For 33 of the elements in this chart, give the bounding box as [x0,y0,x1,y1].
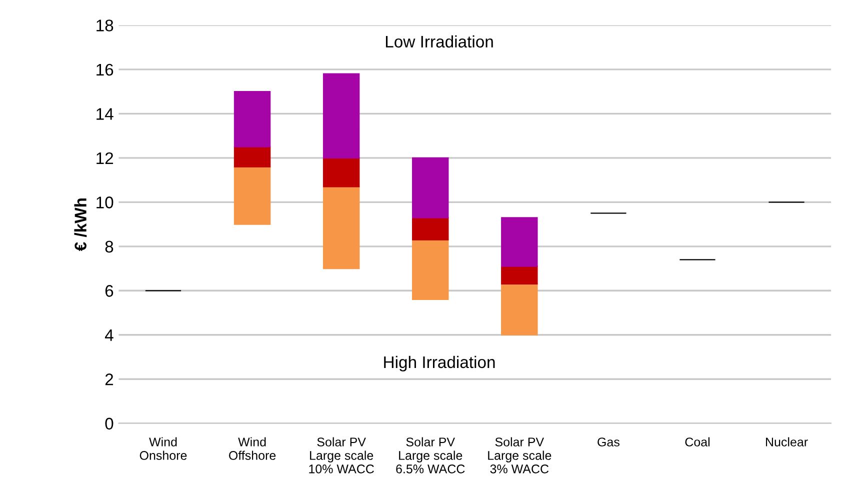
y-tick-label: 10 [96,196,114,208]
bar [322,73,360,158]
annotation: High Irradiation [384,356,495,372]
x-tick-label: Solar PV Large scale 6.5% WACC [396,437,465,474]
y-axis-title: € /kWh [74,198,87,252]
y-tick-label: 2 [105,374,114,386]
x-tick-label: Nuclear [766,437,808,446]
bar [501,266,538,285]
x-tick-label: Gas [598,438,620,446]
y-tick-label: 18 [96,20,114,32]
bar [234,91,271,148]
x-tick-label: Wind Offshore [229,437,276,460]
x-tick-label: Solar PV Large scale 3% WACC [488,437,552,474]
x-tick-label: Solar PV Large scale 10% WACC [309,437,374,474]
x-tick-label: Wind Onshore [140,437,187,460]
bar [234,166,271,225]
y-tick-label: 12 [96,152,114,164]
bar [412,217,449,240]
bar [234,146,271,168]
annotation: Low Irradiation [386,35,493,48]
y-tick-label: 8 [105,240,114,253]
bar [412,157,449,218]
y-tick-label: 4 [104,329,114,341]
bar [322,186,360,270]
bar [501,283,538,336]
y-tick-label: 6 [105,285,114,297]
x-tick-label: Coal [685,437,710,446]
y-tick-label: 16 [96,64,114,76]
bar [501,217,538,267]
bar [412,239,449,300]
y-tick-label: 0 [105,418,114,430]
bar [322,157,360,188]
y-tick-label: 14 [96,108,114,120]
